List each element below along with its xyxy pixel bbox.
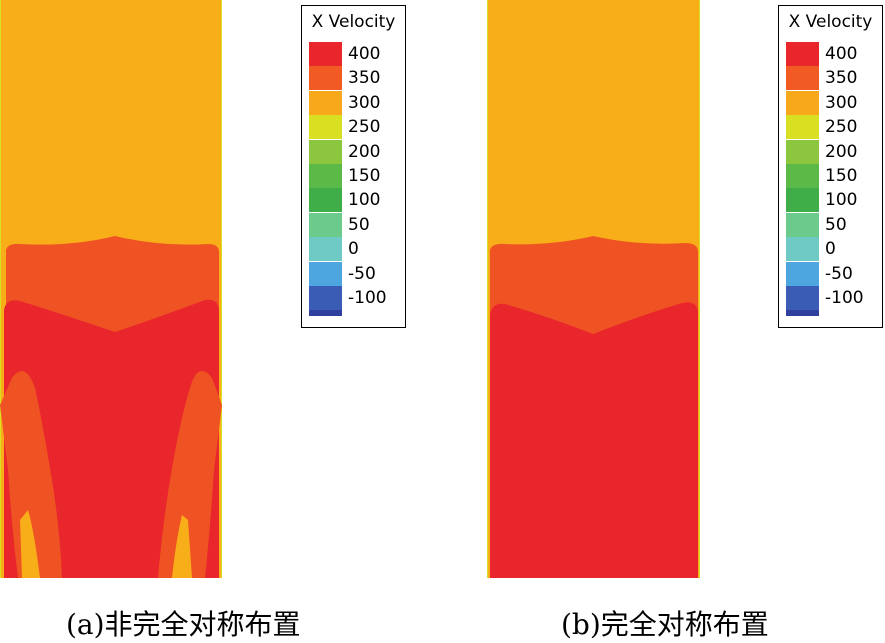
core-region-a [4, 299, 219, 578]
legend-swatch [309, 115, 342, 140]
legend-level-label: 250 [348, 117, 381, 138]
legend-level-label: -100 [825, 288, 864, 308]
contour-plot-b [487, 0, 700, 578]
legend-title: X Velocity [788, 12, 873, 32]
legend-title: X Velocity [311, 12, 396, 32]
color-legend-a: X Velocity 400 350 300 250 200 150 100 50 0 -50 -1… [301, 5, 406, 328]
legend-level-label: 350 [825, 68, 858, 89]
jet-right-a [172, 515, 192, 578]
contour-plot-a [0, 0, 222, 578]
legend-level-label: 400 [825, 44, 858, 64]
legend-swatch [309, 286, 342, 310]
caption-a: (a)非完全对称布置 [66, 608, 301, 641]
jet-left-a [20, 510, 40, 578]
legend-swatch [786, 212, 819, 237]
legend-level-label: -50 [348, 263, 376, 284]
legend-swatch [786, 164, 819, 188]
legend-swatch [786, 286, 819, 310]
legend-level-label: 0 [825, 239, 836, 260]
legend-swatch [786, 90, 819, 115]
legend-level-label: 150 [825, 166, 858, 186]
velocity-contour-b [487, 0, 700, 578]
legend-swatch [786, 261, 819, 286]
legend-swatch [309, 42, 342, 66]
legend-level-label: 200 [348, 141, 381, 162]
legend-level-label: 400 [348, 44, 381, 64]
legend-swatch [309, 139, 342, 164]
legend-level-label: -100 [348, 288, 387, 308]
legend-level-label: 300 [825, 92, 858, 113]
legend-level-label: 50 [825, 214, 847, 235]
legend-swatch [786, 237, 819, 262]
legend-swatch [309, 237, 342, 262]
legend-swatch [786, 42, 819, 66]
caption-b: (b)完全对称布置 [561, 608, 769, 641]
legend-swatch [309, 310, 342, 317]
legend-level-label: 200 [825, 141, 858, 162]
legend-swatch [786, 139, 819, 164]
core-region-b [490, 302, 698, 578]
streak-right-a [158, 370, 222, 578]
legend-swatch [786, 66, 819, 91]
color-legend-b: X Velocity 400 350 300 250 200 150 100 50 0 -50 -1… [778, 5, 883, 328]
legend-level-label: 300 [348, 92, 381, 113]
legend-level-label: 150 [348, 166, 381, 186]
legend-level-label: 50 [348, 214, 370, 235]
legend-swatch [309, 188, 342, 213]
legend-level-label: 100 [348, 190, 381, 211]
legend-swatch [309, 164, 342, 188]
legend-swatch [309, 212, 342, 237]
streak-left-a [0, 370, 62, 578]
legend-level-label: 350 [348, 68, 381, 89]
legend-swatch [786, 115, 819, 140]
legend-swatch [309, 90, 342, 115]
legend-level-label: 0 [348, 239, 359, 260]
legend-level-label: -50 [825, 263, 853, 284]
legend-swatch [309, 261, 342, 286]
legend-level-label: 100 [825, 190, 858, 211]
legend-level-label: 250 [825, 117, 858, 138]
legend-swatch [786, 310, 819, 317]
velocity-contour-a [0, 0, 222, 578]
legend-swatch [309, 66, 342, 91]
legend-swatch [786, 188, 819, 213]
